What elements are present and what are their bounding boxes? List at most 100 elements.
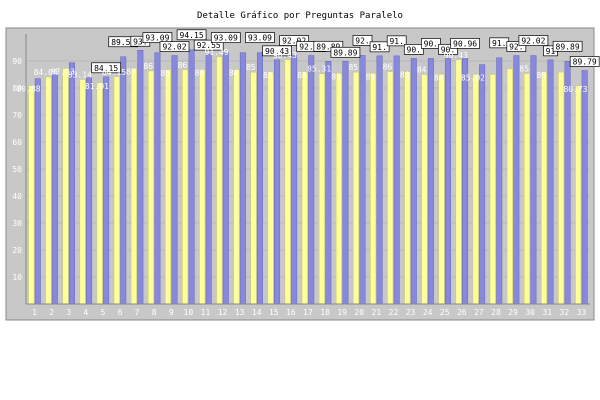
bar: [444, 58, 451, 305]
bar: [34, 78, 41, 305]
data-label: 91.: [372, 43, 386, 52]
bar: [547, 59, 554, 305]
bar: [438, 74, 445, 305]
x-tick-label: 7: [135, 308, 140, 317]
data-label: 90.: [424, 39, 438, 48]
bar: [530, 55, 537, 305]
x-tick-label: 22: [389, 308, 399, 317]
chart-title: Detalle Gráfico por Preguntas Paralelo: [197, 11, 403, 21]
bar: [421, 74, 428, 305]
bar: [359, 55, 366, 305]
bar: [506, 68, 513, 305]
data-label: 85: [297, 71, 307, 80]
bar: [455, 59, 462, 305]
data-label-box: [352, 35, 373, 46]
data-label-box: [421, 38, 441, 49]
data-label-box: [438, 44, 458, 55]
bar: [342, 61, 349, 305]
x-tick-label: 19: [337, 308, 347, 317]
data-label: 92.02: [162, 43, 186, 52]
bar: [113, 76, 120, 305]
bar: [86, 77, 93, 305]
bar: [130, 68, 137, 305]
data-label: 81.91: [85, 82, 109, 91]
data-label: 80.88: [17, 85, 41, 94]
data-label: 90.: [441, 45, 455, 54]
bar: [301, 71, 308, 305]
x-tick-label: 2: [49, 308, 54, 317]
y-tick-label: 20: [12, 246, 22, 255]
x-tick-label: 31: [542, 308, 552, 317]
data-label: 83.14: [68, 71, 92, 80]
data-label-box: [142, 32, 173, 44]
data-label-box: [403, 44, 424, 55]
data-label: 86: [160, 69, 170, 78]
bar: [523, 73, 530, 305]
data-label: 80.73: [563, 85, 587, 94]
bar: [462, 58, 469, 305]
data-label: 85: [263, 71, 273, 80]
data-label: 85: [348, 63, 358, 72]
data-label: 91.: [492, 39, 506, 48]
data-label: 86: [143, 62, 153, 71]
data-label: 85: [536, 71, 546, 80]
x-tick-label: 26: [457, 308, 467, 317]
x-tick-label: 9: [169, 308, 174, 317]
data-label: 89.79: [573, 57, 597, 66]
bar: [558, 71, 565, 305]
bar: [222, 52, 229, 305]
bar: [216, 56, 223, 305]
data-label-box: [313, 40, 344, 52]
data-label: 93.09: [145, 34, 169, 43]
data-label-box: [450, 38, 480, 49]
data-label: 92.: [509, 43, 523, 52]
bar: [250, 71, 257, 305]
bar: [318, 73, 325, 305]
data-label: 89.89: [333, 48, 357, 57]
x-tick-label: 14: [252, 308, 262, 317]
data-label: 84.15: [102, 68, 126, 77]
data-label-box: [159, 41, 190, 52]
x-tick-label: 24: [423, 308, 433, 317]
data-label: 89.57: [111, 38, 135, 47]
data-label: 84.04: [34, 68, 58, 77]
data-label-box: [210, 32, 241, 44]
bar: [387, 71, 394, 305]
bar: [171, 55, 178, 305]
bar: [489, 74, 496, 305]
x-tick-label: 32: [560, 308, 570, 317]
data-label: 90.43: [444, 51, 468, 60]
bar: [370, 73, 377, 305]
bar: [62, 68, 69, 305]
data-label: 92.55: [197, 41, 221, 50]
bar: [427, 58, 434, 305]
data-label: 93.09: [248, 34, 272, 43]
x-tick-label: 11: [201, 308, 211, 317]
data-label-box: [518, 35, 549, 46]
bar: [199, 69, 206, 305]
bar: [335, 73, 342, 305]
data-label: 86: [229, 69, 239, 78]
bar: [68, 62, 75, 305]
data-label: 93.: [133, 37, 147, 46]
data-label: 90.: [407, 45, 421, 54]
data-label: 85.02: [461, 73, 485, 82]
x-tick-label: 21: [372, 308, 382, 317]
bar: [120, 56, 127, 305]
x-tick-label: 30: [525, 308, 535, 317]
data-label: 86: [400, 71, 410, 80]
bar: [274, 59, 281, 305]
data-label: 85.31: [307, 65, 331, 74]
data-label: 92.02: [299, 43, 323, 52]
data-label: 86: [178, 61, 188, 70]
bar: [79, 79, 86, 305]
data-label: 92.02: [282, 37, 306, 46]
bar: [205, 53, 212, 305]
data-label: 86: [383, 63, 393, 72]
x-tick-label: 28: [491, 308, 501, 317]
data-label-box: [279, 35, 309, 46]
data-label: 89.89: [556, 42, 580, 51]
x-tick-label: 10: [184, 308, 194, 317]
